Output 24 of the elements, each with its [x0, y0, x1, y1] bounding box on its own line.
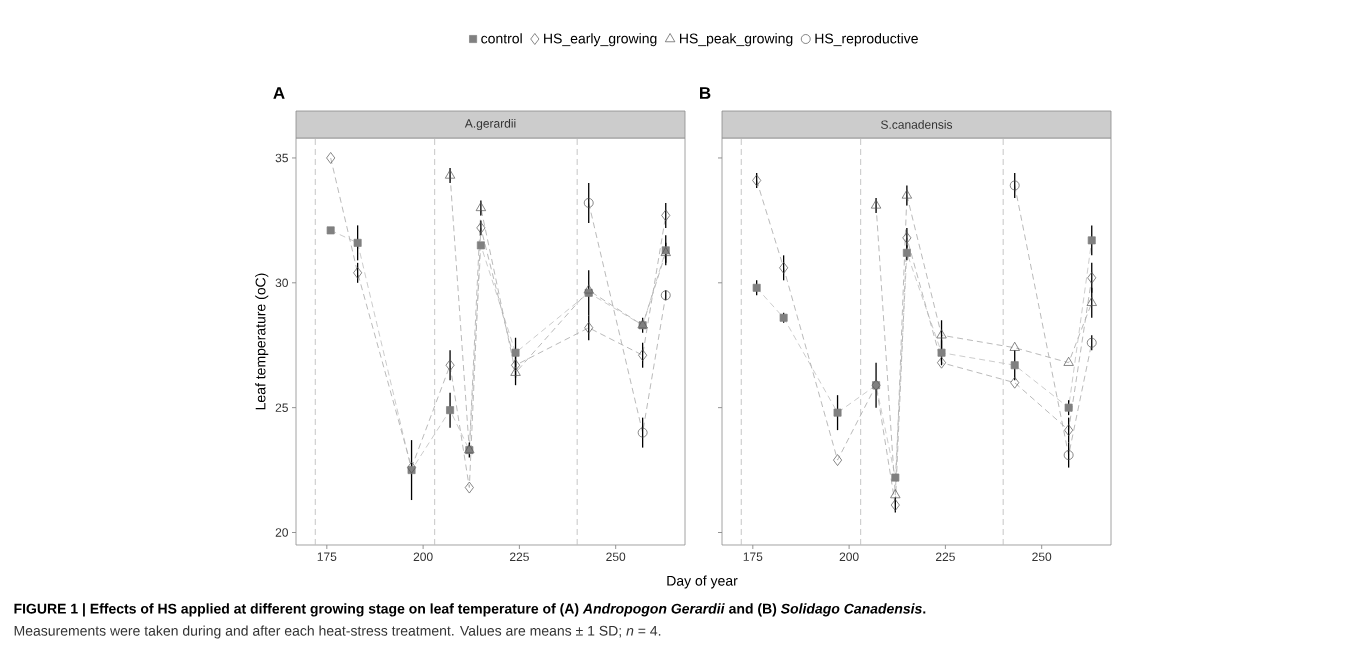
x-tick-label: 250: [606, 552, 626, 562]
x-tick-label: 250: [1032, 552, 1052, 562]
y-tick-label: 30: [275, 278, 289, 288]
legend-label: HS_peak_growing: [680, 33, 793, 47]
legend-label: control: [481, 33, 522, 44]
x-tick-label: 175: [743, 552, 763, 561]
x-tick-label: 200: [413, 552, 433, 562]
legend-label: HS_reproductive: [815, 33, 918, 47]
y-tick-label: 25: [275, 403, 288, 412]
x-tick-label: 225: [509, 552, 529, 562]
text: Measurements were taken during and after each heat-stress treatment. Values are means ± 1 SD; n = 4.: [14, 625, 661, 639]
y-axis-title: Leaf temperature (oC): [255, 273, 269, 410]
caption: FIGURE 1 | Effects of HS applied at different growing stage on leaf temperature of (A) Andropogon Gerardii and (B) Solidago Canadensis.: [14, 603, 926, 617]
text: A: [273, 87, 285, 99]
text: B: [700, 87, 711, 99]
x-tick-label: 200: [839, 552, 859, 562]
x-axis-title: Day of year: [667, 575, 738, 589]
legend-label: HS_early_growing: [544, 33, 657, 47]
y-tick-label: 35: [275, 153, 288, 163]
chart-title: A.gerardii: [464, 118, 516, 131]
y-tick-label: 20: [275, 528, 289, 537]
x-tick-label: 175: [317, 552, 337, 561]
x-tick-label: 225: [935, 552, 955, 562]
chart-title: S.canadensis: [881, 120, 953, 129]
